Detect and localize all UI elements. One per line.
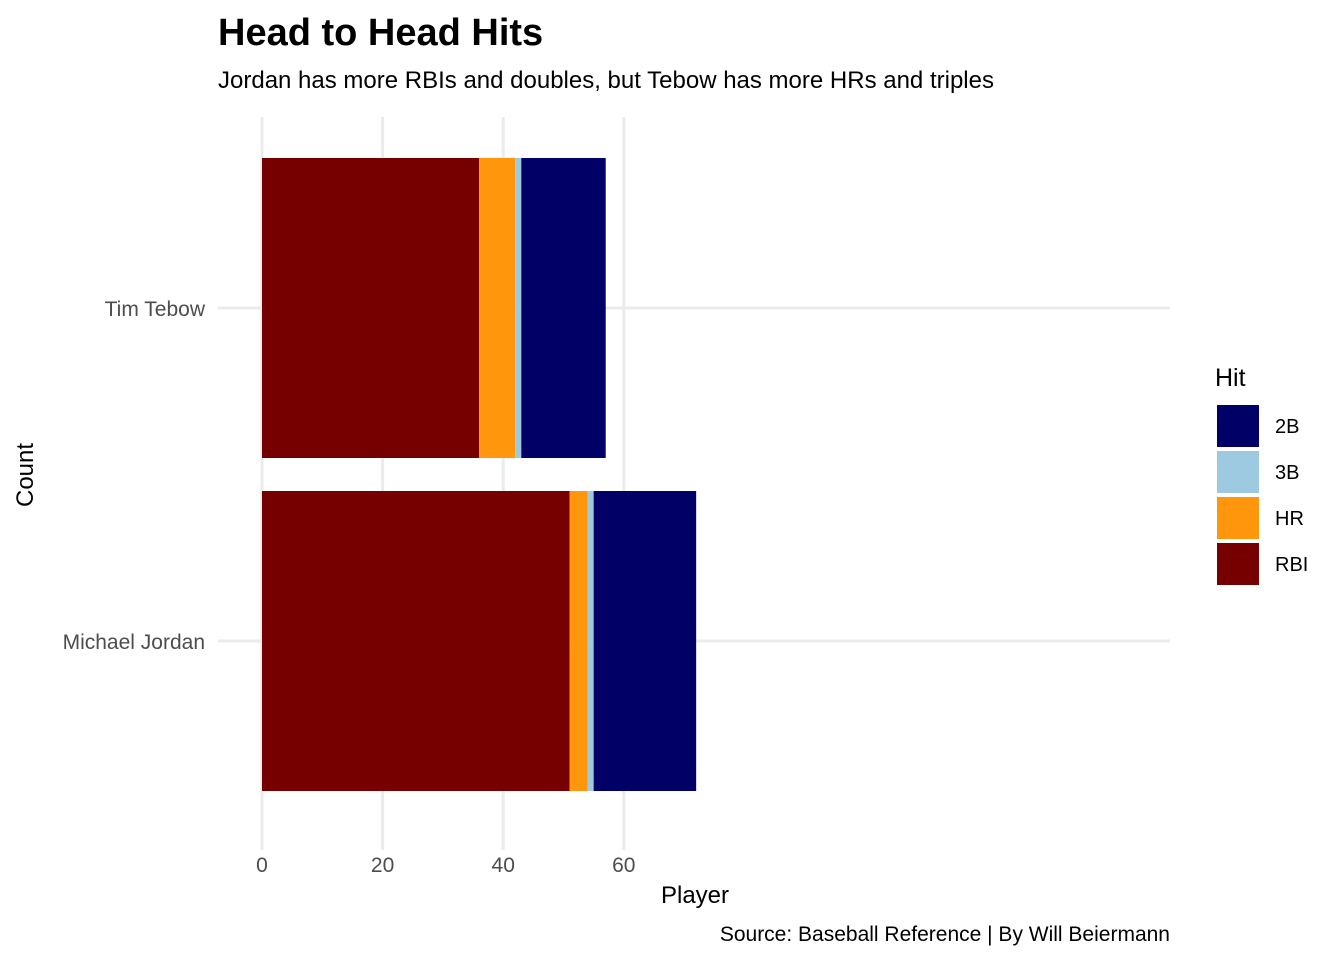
y-axis-ticks: Michael Jordan Tim Tebow [63,298,206,654]
bar-3b-michael-jordan [587,491,594,791]
bar-2b-michael-jordan [593,491,697,791]
legend-label-3b: 3B [1275,462,1299,484]
x-tick-label: 40 [492,854,515,877]
bar-rbi-tim-tebow [262,158,480,458]
y-tick-label: Tim Tebow [105,298,206,321]
x-axis-title: Player [661,882,729,909]
bar-hr-michael-jordan [569,491,588,791]
legend: Hit 2B 3B HR RBI [1215,364,1308,585]
bar-2b-tim-tebow [521,158,606,458]
y-axis-title: Count [12,443,39,507]
y-tick-label: Michael Jordan [63,631,205,654]
bar-hr-tim-tebow [479,158,516,458]
legend-key-hr [1217,497,1259,539]
x-tick-label: 20 [371,854,394,877]
chart-title: Head to Head Hits [218,12,543,54]
legend-key-3b [1217,451,1259,493]
x-tick-label: 60 [612,854,635,877]
legend-label-2b: 2B [1275,416,1299,438]
bar-3b-tim-tebow [515,158,522,458]
legend-title: Hit [1215,364,1246,392]
bars [262,158,697,791]
legend-key-2b [1217,405,1259,447]
x-tick-label: 0 [256,854,268,877]
legend-label-rbi: RBI [1275,554,1308,576]
chart-subtitle: Jordan has more RBIs and doubles, but Te… [218,67,994,94]
bar-rbi-michael-jordan [262,491,570,791]
legend-key-rbi [1217,543,1259,585]
chart-caption: Source: Baseball Reference | By Will Bei… [720,923,1170,946]
x-axis-ticks: 0 20 40 60 [256,854,635,877]
legend-label-hr: HR [1275,508,1304,530]
